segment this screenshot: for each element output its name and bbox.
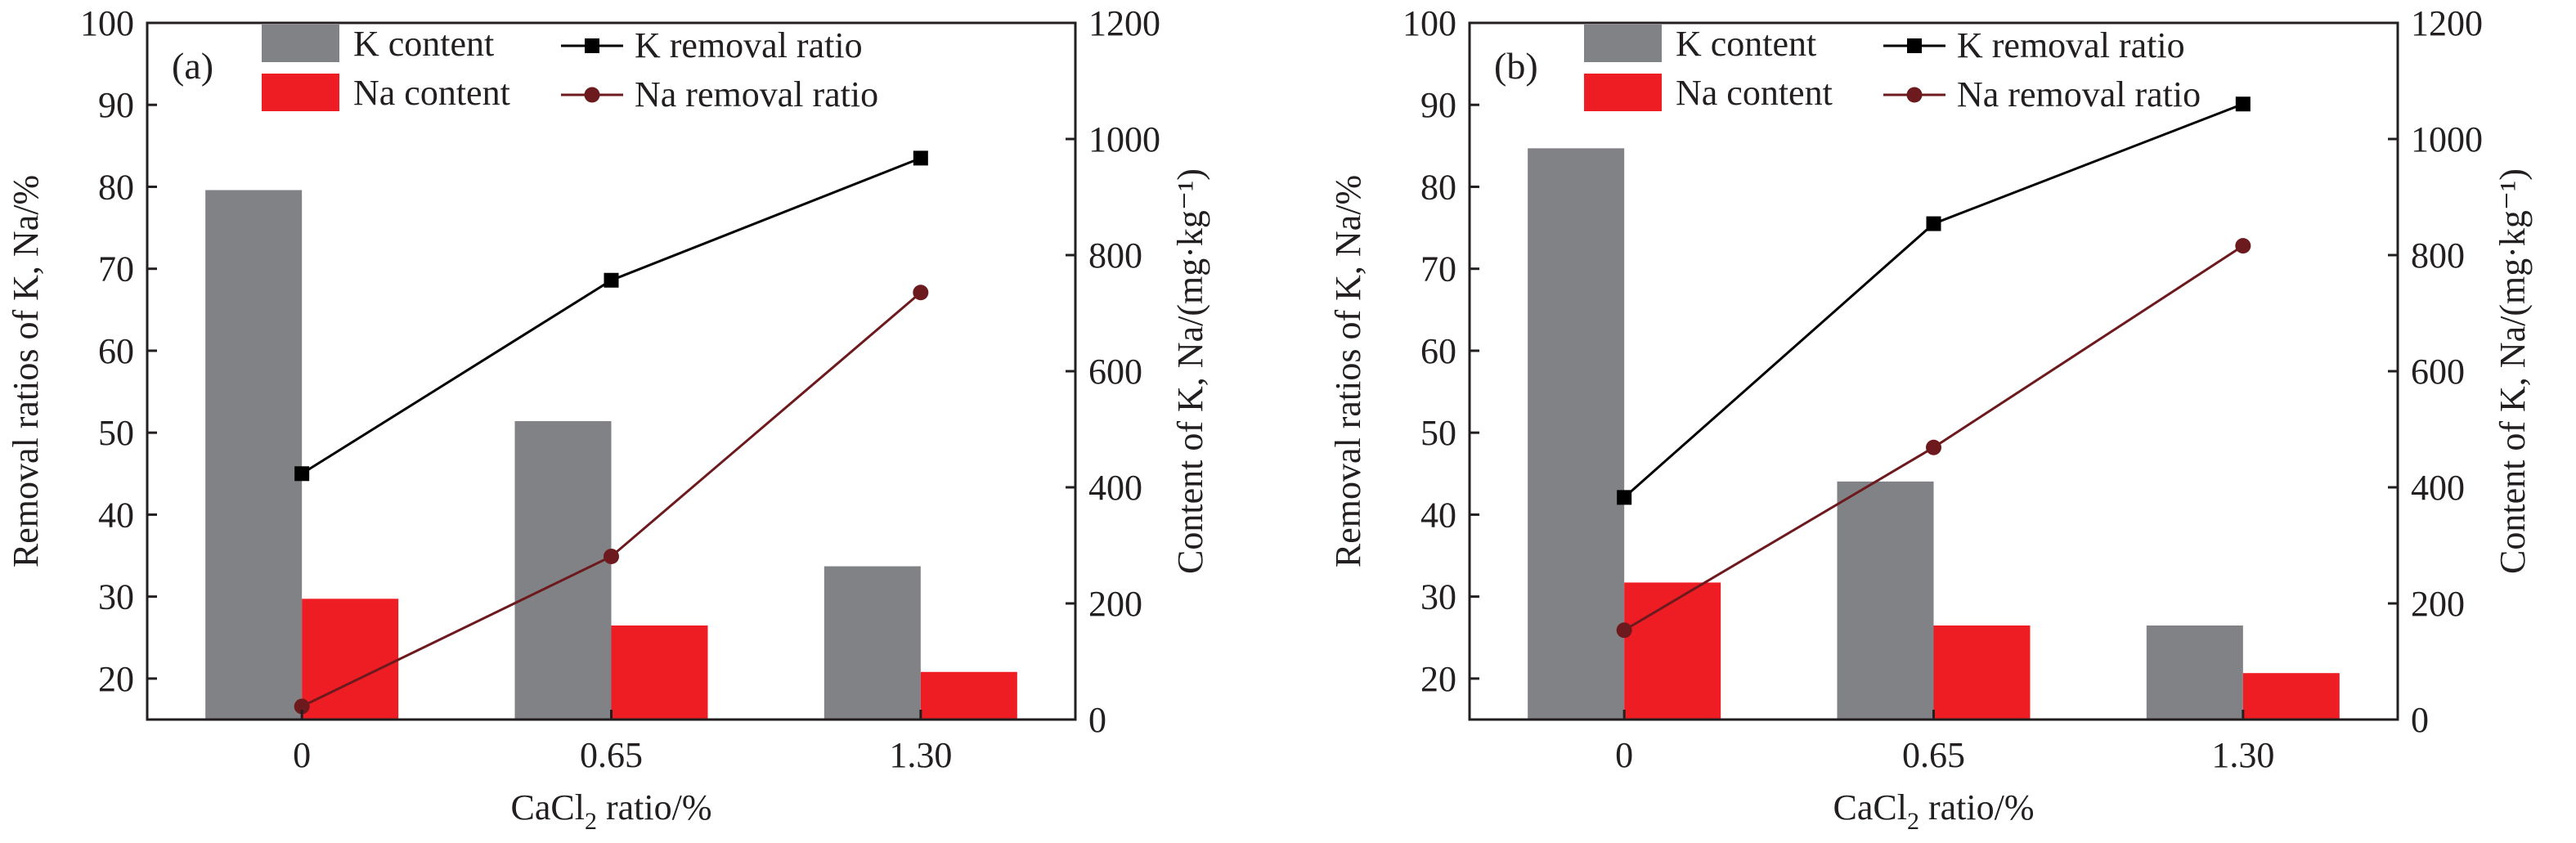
right-tick-label: 0 <box>2411 700 2429 740</box>
legend-k-content-swatch <box>1584 25 1662 62</box>
legend-na-content-swatch <box>262 74 339 111</box>
left-tick-label: 90 <box>98 85 134 125</box>
x-tick-label: 1.30 <box>889 735 952 775</box>
x-axis-title-main: CaCl <box>1833 787 1907 827</box>
x-axis-title-subscript: 2 <box>1907 808 1919 835</box>
na-content-bar-1 <box>1933 625 2031 720</box>
na-removal-point-0 <box>294 698 310 715</box>
k-content-bar-2 <box>824 566 921 720</box>
na-content-bar-0 <box>302 599 399 720</box>
right-tick-label: 1200 <box>2411 3 2483 43</box>
left-tick-label: 40 <box>1420 495 1456 535</box>
k-removal-point-1 <box>604 272 619 288</box>
right-tick-label: 800 <box>2411 235 2465 276</box>
left-tick-label: 20 <box>1420 659 1456 699</box>
na-content-bar-2 <box>2242 673 2340 720</box>
right-axis-title: Content of K, Na/(mg·kg⁻¹) <box>2493 168 2533 574</box>
legend-na-content-label: Na content <box>1676 73 1833 113</box>
x-axis-title: CaCl2 ratio/% <box>511 787 712 835</box>
legend-k-content-label: K content <box>1676 24 1816 64</box>
x-axis-title-suffix: ratio/% <box>1919 787 2035 827</box>
legend-na-removal-marker <box>1906 87 1923 103</box>
right-axis-title: Content of K, Na/(mg·kg⁻¹) <box>1170 168 1210 574</box>
left-tick-label: 50 <box>1420 413 1456 453</box>
right-tick-label: 1200 <box>1088 3 1160 43</box>
left-axis-title: Removal ratios of K, Na/% <box>6 175 46 567</box>
k-removal-point-1 <box>1926 216 1941 231</box>
na-removal-point-2 <box>2235 238 2251 254</box>
left-tick-label: 50 <box>98 413 134 453</box>
right-tick-label: 200 <box>2411 584 2465 624</box>
legend-k-content-swatch <box>262 25 339 62</box>
left-tick-label: 100 <box>80 3 134 43</box>
legend-na-content-swatch <box>1584 74 1662 111</box>
right-tick-label: 600 <box>1088 352 1142 392</box>
k-removal-point-2 <box>2235 96 2251 112</box>
k-content-bar-0 <box>1528 148 1625 720</box>
na-content-bar-0 <box>1624 582 1721 720</box>
k-removal-line <box>1623 102 2244 499</box>
k-removal-point-0 <box>294 466 310 482</box>
left-tick-label: 20 <box>98 659 134 699</box>
na-removal-point-0 <box>1616 622 1632 639</box>
legend-na-content-label: Na content <box>353 73 510 113</box>
legend-k-removal-label: K removal ratio <box>635 25 863 65</box>
legend-k-removal-marker <box>1907 38 1922 53</box>
x-tick-label: 1.30 <box>2211 735 2274 775</box>
x-axis-title: CaCl2 ratio/% <box>1833 787 2035 835</box>
left-tick-label: 30 <box>1420 577 1456 617</box>
right-tick-label: 200 <box>1088 584 1142 624</box>
k-removal-point-0 <box>1617 490 1632 505</box>
k-content-bar-0 <box>205 190 303 720</box>
k-content-bar-2 <box>2146 625 2243 720</box>
right-tick-label: 800 <box>1088 235 1142 276</box>
left-tick-label: 100 <box>1402 3 1456 43</box>
left-tick-label: 80 <box>1420 167 1456 207</box>
k-content-bar-1 <box>1837 481 1934 720</box>
na-removal-point-2 <box>913 285 929 301</box>
chart-panel-b: 2030405060708090100020040060080010001200… <box>1328 3 2533 835</box>
right-tick-label: 400 <box>2411 468 2465 508</box>
right-tick-label: 1000 <box>1088 119 1160 159</box>
na-content-bar-2 <box>920 671 1017 720</box>
chart-panel-a: 2030405060708090100020040060080010001200… <box>6 3 1210 835</box>
panel-label: (b) <box>1494 45 1538 87</box>
left-tick-label: 80 <box>98 167 134 207</box>
left-tick-label: 60 <box>1420 331 1456 371</box>
left-tick-label: 70 <box>98 249 134 289</box>
legend-na-removal-label: Na removal ratio <box>635 74 878 114</box>
left-tick-label: 70 <box>1420 249 1456 289</box>
legend-k-content-label: K content <box>353 24 494 64</box>
right-tick-label: 0 <box>1088 700 1106 740</box>
right-tick-label: 400 <box>1088 468 1142 508</box>
right-tick-label: 600 <box>2411 352 2465 392</box>
legend-na-removal-label: Na removal ratio <box>1957 74 2201 114</box>
x-tick-label: 0.65 <box>580 735 643 775</box>
x-tick-label: 0 <box>1615 735 1633 775</box>
legend-k-removal-label: K removal ratio <box>1957 25 2185 65</box>
left-tick-label: 60 <box>98 331 134 371</box>
left-tick-label: 90 <box>1420 85 1456 125</box>
k-content-bar-1 <box>514 421 612 720</box>
k-removal-point-2 <box>913 150 928 166</box>
na-removal-point-1 <box>604 549 619 565</box>
left-axis-title: Removal ratios of K, Na/% <box>1328 175 1368 567</box>
x-axis-title-main: CaCl <box>511 787 585 827</box>
x-axis-title-subscript: 2 <box>585 808 597 835</box>
left-tick-label: 40 <box>98 495 134 535</box>
right-tick-label: 1000 <box>2411 119 2483 159</box>
x-axis-title-suffix: ratio/% <box>597 787 712 827</box>
na-content-bar-1 <box>611 625 708 720</box>
panel-label: (a) <box>172 45 213 87</box>
left-tick-label: 30 <box>98 577 134 617</box>
legend-na-removal-marker <box>584 87 600 103</box>
x-tick-label: 0.65 <box>1902 735 1965 775</box>
na-removal-point-1 <box>1926 439 1941 455</box>
legend-k-removal-marker <box>585 38 599 53</box>
x-tick-label: 0 <box>293 735 311 775</box>
